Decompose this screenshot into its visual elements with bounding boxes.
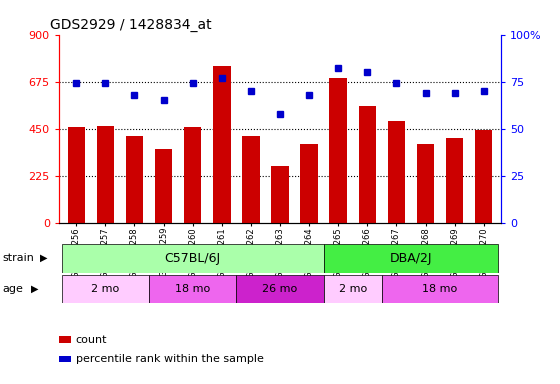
Bar — [382, 275, 498, 303]
Bar — [62, 275, 149, 303]
Bar — [236, 275, 324, 303]
Bar — [149, 275, 236, 303]
Bar — [68, 127, 85, 223]
Text: strain: strain — [3, 253, 35, 263]
Bar — [475, 130, 492, 223]
Text: 18 mo: 18 mo — [422, 284, 458, 294]
Text: ▶: ▶ — [40, 253, 48, 263]
Bar — [213, 66, 231, 223]
Bar — [446, 138, 463, 223]
Bar — [242, 136, 260, 223]
Bar — [388, 121, 405, 223]
Text: 2 mo: 2 mo — [91, 284, 119, 294]
Text: age: age — [3, 284, 24, 294]
Bar — [126, 136, 143, 223]
Text: count: count — [76, 335, 107, 345]
Bar — [97, 126, 114, 223]
Text: DBA/2J: DBA/2J — [390, 252, 432, 265]
Bar — [155, 149, 172, 223]
Bar — [271, 166, 289, 223]
Bar — [300, 144, 318, 223]
Bar — [184, 127, 202, 223]
Text: C57BL/6J: C57BL/6J — [165, 252, 221, 265]
Bar — [324, 275, 382, 303]
Bar — [358, 106, 376, 223]
Bar — [417, 144, 434, 223]
Text: 2 mo: 2 mo — [339, 284, 367, 294]
Text: GDS2929 / 1428834_at: GDS2929 / 1428834_at — [50, 18, 212, 32]
Text: percentile rank within the sample: percentile rank within the sample — [76, 354, 263, 364]
Bar — [329, 78, 347, 223]
Text: 18 mo: 18 mo — [175, 284, 211, 294]
Bar — [324, 244, 498, 273]
Text: 26 mo: 26 mo — [263, 284, 297, 294]
Text: ▶: ▶ — [31, 284, 38, 294]
Bar — [62, 244, 324, 273]
